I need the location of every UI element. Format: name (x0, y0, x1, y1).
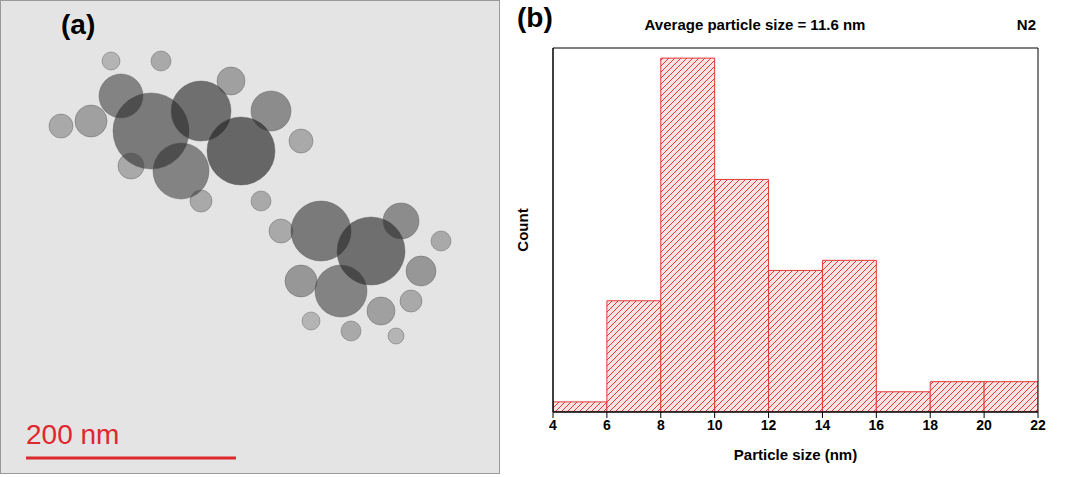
html-text:(b): (b) (517, 2, 553, 33)
svg-text:18: 18 (922, 417, 938, 433)
svg-text:8: 8 (657, 417, 665, 433)
svg-text:4: 4 (549, 417, 557, 433)
svg-text:16: 16 (869, 417, 885, 433)
html-text:Average particle size = 11.6 n: Average particle size = 11.6 nm (644, 16, 866, 33)
svg-text:Particle size (nm): Particle size (nm) (734, 446, 857, 463)
html-text:(a): (a) (61, 9, 96, 40)
html-text:200 nm: 200 nm (26, 419, 120, 450)
svg-text:12: 12 (761, 417, 777, 433)
svg-text:20: 20 (976, 417, 992, 433)
svg-text:6: 6 (603, 417, 611, 433)
svg-text:14: 14 (815, 417, 831, 433)
svg-text:22: 22 (1030, 417, 1046, 433)
html-text:N2: N2 (1016, 16, 1036, 33)
svg-text:Count: Count (514, 208, 531, 251)
svg-text:10: 10 (707, 417, 723, 433)
